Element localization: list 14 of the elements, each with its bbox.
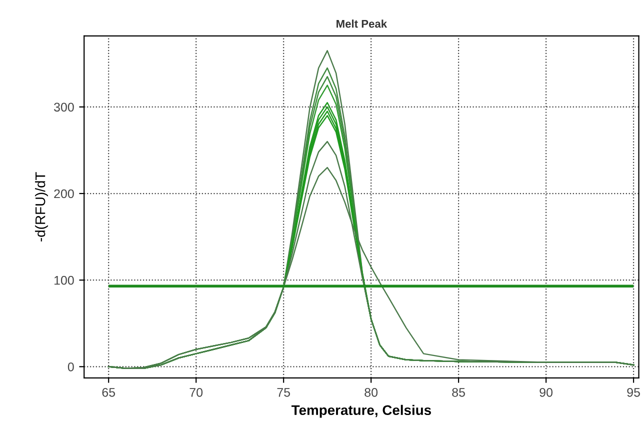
x-tick-label: 65 [102,388,116,397]
y-tick-label: 300 [54,102,74,112]
y-axis-title: -d(RFU)/dT [35,172,48,242]
x-tick-label: 95 [627,388,640,397]
x-axis-title: Temperature, Celsius [291,404,431,418]
x-tick-label: 75 [277,388,290,397]
chart-title: Melt Peak [336,20,388,28]
x-tick-label: 85 [452,388,465,397]
x-tick-label: 70 [190,388,203,397]
y-tick-label: 100 [54,276,74,285]
x-tick-label: 80 [364,388,378,397]
y-tick-label: 0 [68,362,74,372]
x-tick-label: 90 [540,388,553,397]
y-tick-label: 200 [54,189,74,198]
